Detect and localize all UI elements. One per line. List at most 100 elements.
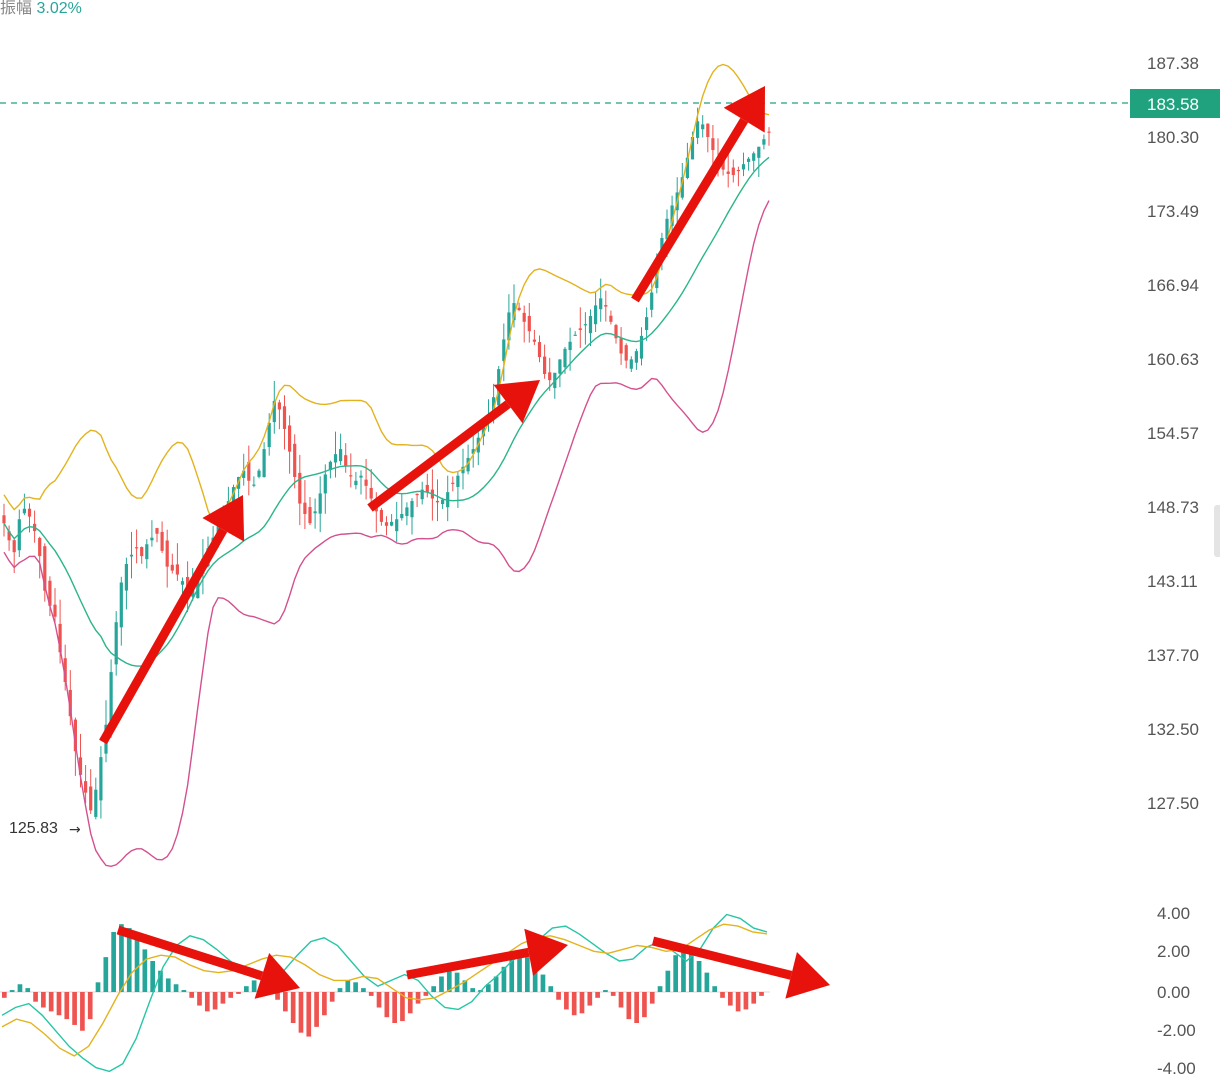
macd-bar bbox=[407, 992, 413, 1014]
candle bbox=[298, 454, 302, 526]
candle bbox=[262, 442, 266, 478]
macd-bar bbox=[579, 992, 585, 1014]
macd-bar bbox=[314, 992, 319, 1027]
candle bbox=[155, 527, 159, 543]
candle bbox=[247, 445, 251, 496]
macd-bar bbox=[696, 961, 702, 992]
candle bbox=[344, 443, 348, 473]
low-price-label: 125.83 bbox=[9, 820, 58, 837]
candle bbox=[645, 307, 649, 341]
candle bbox=[420, 481, 424, 505]
macd-tick-label: 4.00 bbox=[1157, 904, 1190, 923]
macd-bar bbox=[173, 984, 179, 992]
candle bbox=[548, 357, 552, 391]
macd-bar bbox=[142, 949, 148, 992]
boll-lower-line bbox=[3, 200, 770, 868]
amplitude-label: 振幅 bbox=[0, 0, 33, 17]
candle bbox=[767, 127, 771, 146]
macd-bar bbox=[649, 992, 655, 1004]
macd-bar bbox=[618, 992, 624, 1008]
candle bbox=[89, 769, 93, 815]
bollinger-bands bbox=[3, 63, 770, 868]
amplitude-header: 振幅 3.02% bbox=[0, 0, 82, 18]
macd-bar bbox=[220, 992, 226, 1004]
macd-bar bbox=[345, 980, 351, 992]
candle bbox=[369, 469, 373, 503]
candle bbox=[257, 468, 261, 479]
candle bbox=[532, 329, 536, 346]
candle bbox=[425, 473, 429, 498]
price-tick-label: 187.38 bbox=[1147, 54, 1199, 73]
candle bbox=[323, 464, 327, 514]
candle bbox=[135, 529, 139, 564]
candle bbox=[670, 195, 674, 235]
candle bbox=[752, 151, 756, 171]
candle bbox=[435, 479, 440, 522]
macd-bar bbox=[439, 976, 444, 992]
candle bbox=[634, 348, 638, 370]
macd-tick-label: -4.00 bbox=[1157, 1059, 1196, 1078]
side-handle[interactable] bbox=[1214, 505, 1220, 557]
trend-arrows bbox=[99, 86, 830, 999]
macd-bar bbox=[181, 990, 187, 992]
macd-lines bbox=[1, 913, 768, 1073]
macd-bar bbox=[236, 992, 241, 994]
candle bbox=[359, 470, 363, 495]
candle bbox=[522, 305, 526, 343]
macd-bar bbox=[72, 992, 77, 1025]
candle bbox=[68, 670, 72, 726]
macd-bar bbox=[103, 957, 109, 992]
macd-bar bbox=[48, 992, 54, 1012]
macd-bar bbox=[95, 982, 101, 992]
candle bbox=[609, 310, 613, 325]
candle bbox=[405, 502, 409, 526]
candle bbox=[527, 302, 531, 343]
macd-bar bbox=[150, 961, 155, 992]
price-tick-label: 180.30 bbox=[1147, 128, 1199, 147]
candle bbox=[400, 493, 404, 521]
macd-bar bbox=[353, 982, 358, 992]
macd-bar bbox=[587, 992, 593, 1006]
candle bbox=[140, 546, 144, 564]
boll-upper-line bbox=[3, 63, 770, 523]
candle bbox=[512, 284, 516, 328]
candle bbox=[650, 278, 654, 318]
candle bbox=[22, 493, 26, 516]
macd-bar bbox=[322, 992, 327, 1016]
macd-bar bbox=[665, 970, 671, 992]
price-tick-label: 132.50 bbox=[1147, 720, 1199, 739]
candle bbox=[288, 415, 292, 474]
macd-tick-label: 0.00 bbox=[1157, 983, 1190, 1002]
macd-bar bbox=[564, 992, 569, 1010]
candle bbox=[58, 599, 62, 664]
macd-bar bbox=[712, 986, 718, 992]
macd-bar bbox=[657, 986, 663, 992]
macd-bar bbox=[64, 992, 70, 1020]
candle bbox=[313, 498, 317, 529]
macd-tick-label: 2.00 bbox=[1157, 942, 1190, 961]
macd-bar bbox=[212, 992, 218, 1010]
candle bbox=[333, 431, 338, 478]
price-tick-label: 166.94 bbox=[1147, 276, 1199, 295]
candle bbox=[706, 123, 710, 153]
macd-bar bbox=[642, 992, 647, 1018]
trend-arrow bbox=[406, 928, 568, 980]
candle bbox=[2, 503, 6, 537]
macd-bar bbox=[759, 992, 764, 996]
candle bbox=[736, 166, 740, 187]
current-price-tag: 183.58 bbox=[1130, 89, 1220, 118]
candle bbox=[594, 292, 598, 332]
macd-bar bbox=[228, 992, 234, 998]
macd-bar bbox=[158, 970, 163, 992]
macd-bar bbox=[56, 992, 62, 1016]
candle bbox=[150, 520, 154, 547]
macd-bar bbox=[571, 992, 577, 1016]
macd-bar bbox=[423, 992, 429, 996]
candle bbox=[170, 553, 174, 574]
macd-bar bbox=[540, 974, 546, 992]
macd-bar bbox=[743, 992, 749, 1010]
macd-bar bbox=[462, 980, 468, 992]
macd-bar bbox=[720, 992, 725, 998]
candle bbox=[354, 471, 358, 490]
